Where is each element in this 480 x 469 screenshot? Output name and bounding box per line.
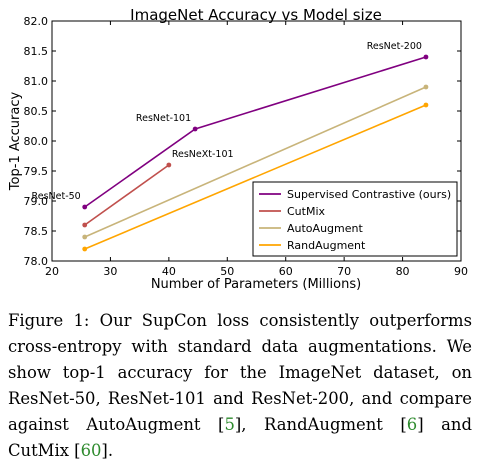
- data-point: [82, 246, 88, 252]
- y-tick-label: 80.0: [24, 135, 49, 148]
- y-tick-label: 78.5: [24, 225, 49, 238]
- point-annotation: ResNet-50: [32, 191, 81, 202]
- x-tick-label: 80: [396, 265, 410, 278]
- axis-ticks: 20 30 40 50 60 70 80 90 78.0 78.5 79.0 79.5 80.0 80.5…: [24, 15, 469, 278]
- citation-link[interactable]: 5: [224, 415, 235, 434]
- data-point: [82, 204, 88, 210]
- y-tick-label: 81.5: [24, 45, 49, 58]
- caption-text: Our SupCon loss consistently outperforms…: [8, 311, 473, 434]
- data-point: [192, 126, 198, 132]
- y-axis-label: Top-1 Accuracy: [8, 92, 23, 192]
- series-line: [84, 86, 427, 238]
- legend-label: AutoAugment: [287, 222, 363, 235]
- x-tick-label: 50: [220, 265, 234, 278]
- point-annotation: ResNet-200: [367, 41, 422, 52]
- x-tick-label: 30: [103, 265, 117, 278]
- data-point: [423, 84, 429, 90]
- series-layer: [82, 54, 429, 252]
- accuracy-chart: ImageNet Accuracy vs Model size 20 30 40 50…: [8, 6, 469, 292]
- x-tick-label: 60: [279, 265, 293, 278]
- y-tick-label: 82.0: [24, 15, 49, 28]
- figure-caption: Figure 1: Our SupCon loss consistently o…: [8, 308, 472, 464]
- caption-label: Figure 1:: [8, 311, 90, 330]
- data-point: [423, 102, 429, 108]
- y-tick-label: 80.5: [24, 105, 49, 118]
- annotation-layer: ResNet-50 ResNet-101 ResNeXt-101 ResNet-200: [32, 41, 422, 202]
- citation-link[interactable]: 60: [80, 441, 102, 460]
- citation-link[interactable]: 6: [406, 415, 418, 434]
- point-annotation: ResNeXt-101: [172, 149, 234, 160]
- series-line: [84, 104, 427, 250]
- data-point: [423, 54, 429, 60]
- x-axis-label: Number of Parameters (Millions): [151, 277, 361, 292]
- y-tick-label: 81.0: [24, 75, 49, 88]
- x-tick-label: 20: [45, 265, 59, 278]
- x-tick-label: 90: [454, 265, 468, 278]
- x-tick-label: 40: [162, 265, 176, 278]
- data-point: [82, 234, 88, 240]
- caption-text: ] and CutMix [: [8, 415, 472, 460]
- legend-label: CutMix: [287, 205, 326, 218]
- y-tick-label: 78.0: [24, 255, 49, 268]
- caption-text: ].: [101, 441, 114, 460]
- chart-title: ImageNet Accuracy vs Model size: [130, 6, 382, 24]
- y-tick-label: 79.5: [24, 165, 49, 178]
- legend-box: [252, 181, 458, 257]
- data-point: [82, 222, 88, 228]
- caption-text: ], RandAugment [: [234, 415, 407, 434]
- data-point: [166, 162, 172, 168]
- point-annotation: ResNet-101: [136, 113, 191, 124]
- x-tick-label: 70: [337, 265, 351, 278]
- legend-label: RandAugment: [287, 239, 366, 252]
- series-line: [84, 164, 170, 226]
- legend-label: Supervised Contrastive (ours): [287, 188, 451, 201]
- y-tick-label: 79.0: [24, 195, 49, 208]
- legend: Supervised Contrastive (ours) CutMix AutoA…: [252, 181, 458, 257]
